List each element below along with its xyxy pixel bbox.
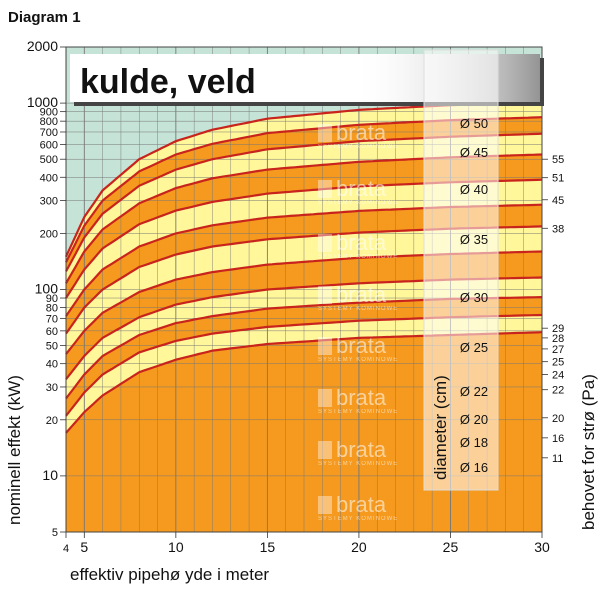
y2-tick-16: 16 xyxy=(552,433,564,445)
y-tick-90: 90 xyxy=(46,293,58,305)
legend-item-2: Ø 20 xyxy=(460,412,488,427)
watermark-sub-6: SYSTEMY KOMINOWE xyxy=(318,409,398,415)
legend-item-7: Ø 40 xyxy=(460,182,488,197)
watermark-brand-1: brata xyxy=(336,120,387,145)
x-tick-15: 15 xyxy=(260,539,276,555)
x-tick-4: 4 xyxy=(63,543,69,555)
band-11 xyxy=(66,102,542,263)
y-tick-600: 600 xyxy=(40,139,58,151)
watermark-sub-7: SYSTEMY KOMINOWE xyxy=(318,461,398,467)
band-4 xyxy=(66,251,542,380)
y-tick-60: 60 xyxy=(46,326,58,338)
y-tick-100: 100 xyxy=(35,281,59,297)
y-tick-20: 20 xyxy=(46,415,58,427)
watermark-mark-8 xyxy=(318,496,332,514)
diameter-legend: diameter (cm) Ø 16 Ø 18 Ø 20 Ø 22 Ø 25 Ø 30 Ø … xyxy=(423,49,499,491)
watermark-mark-3 xyxy=(318,234,332,252)
x-tick-20: 20 xyxy=(351,539,367,555)
y2-tick-45: 45 xyxy=(552,195,564,207)
y2-tick-24: 24 xyxy=(552,369,564,381)
y-tick-10: 10 xyxy=(42,467,58,483)
band-5 xyxy=(66,226,542,355)
y2-tick-27: 27 xyxy=(552,344,564,356)
legend-item-5: Ø 30 xyxy=(460,290,488,305)
y-tick-200: 200 xyxy=(40,228,58,240)
y-tick-300: 300 xyxy=(40,196,58,208)
legend-item-6: Ø 35 xyxy=(460,232,488,247)
y-tick-70: 70 xyxy=(46,313,58,325)
chart-title: kulde, veld xyxy=(80,63,256,101)
band-8 xyxy=(66,154,542,298)
watermark-brand-7: brata xyxy=(336,437,387,462)
legend-item-9: Ø 50 xyxy=(460,116,488,131)
y-tick-40: 40 xyxy=(46,359,58,371)
watermark-mark-6 xyxy=(318,389,332,407)
y2-tick-20: 20 xyxy=(552,413,564,425)
y2-axis-title: behovet for strø (Pa) xyxy=(579,374,598,530)
y2-tick-55: 55 xyxy=(552,154,564,166)
watermark-mark-4 xyxy=(318,286,332,304)
watermark-sub-8: SYSTEMY KOMINOWE xyxy=(318,516,398,522)
x-tick-25: 25 xyxy=(443,539,459,555)
y-tick-700: 700 xyxy=(40,127,58,139)
y-tick-80: 80 xyxy=(46,303,58,315)
y2-tick-38: 38 xyxy=(552,223,564,235)
watermark-mark-5 xyxy=(318,337,332,355)
x-axis-title: effektiv pipehø yde i meter xyxy=(70,565,269,584)
watermark-brand-8: brata xyxy=(336,492,387,517)
watermark-sub-1: SYSTEMY KOMINOWE xyxy=(318,144,398,150)
legend-item-3: Ø 22 xyxy=(460,384,488,399)
watermark-brand-3: brata xyxy=(336,230,387,255)
y2-tick-51: 51 xyxy=(552,173,564,185)
band-7 xyxy=(66,179,542,317)
band-1 xyxy=(66,315,542,433)
y-axis-title: nominell effekt (kW) xyxy=(5,375,24,525)
y2-tick-25: 25 xyxy=(552,357,564,369)
y-tick-50: 50 xyxy=(46,341,58,353)
y-tick-5: 5 xyxy=(52,527,58,539)
legend-title: diameter (cm) xyxy=(431,375,450,480)
y-tick-900: 900 xyxy=(40,107,58,119)
y2-tick-11: 11 xyxy=(552,453,563,465)
x-tick-30: 30 xyxy=(534,539,550,555)
band-10 xyxy=(66,117,542,272)
band-9 xyxy=(66,133,542,284)
x-tick-5: 5 xyxy=(80,539,88,555)
x-tick-10: 10 xyxy=(168,539,184,555)
y-tick-400: 400 xyxy=(40,172,58,184)
watermark-mark-7 xyxy=(318,441,332,459)
watermark-brand-5: brata xyxy=(336,333,387,358)
page-heading: Diagram 1 xyxy=(8,9,81,26)
watermark-sub-4: SYSTEMY KOMINOWE xyxy=(318,306,398,312)
y2-tick-22: 22 xyxy=(552,385,564,397)
watermark-mark-1 xyxy=(318,124,332,142)
legend-item-1: Ø 18 xyxy=(460,435,488,450)
legend-item-8: Ø 45 xyxy=(460,145,488,160)
watermark-sub-2: SYSTEMY KOMINOWE xyxy=(318,200,398,206)
watermark-sub-3: SYSTEMY KOMINOWE xyxy=(318,254,398,260)
y-tick-500: 500 xyxy=(40,154,58,166)
legend-item-0: Ø 16 xyxy=(460,460,488,475)
watermark-brand-6: brata xyxy=(336,385,387,410)
y-tick-2000: 2000 xyxy=(27,38,58,54)
band-6 xyxy=(66,204,542,334)
y-tick-30: 30 xyxy=(46,382,58,394)
watermark-brand-2: brata xyxy=(336,176,387,201)
watermark-sub-5: SYSTEMY KOMINOWE xyxy=(318,357,398,363)
y2-tick-29: 29 xyxy=(552,323,564,335)
y-tick-1000: 1000 xyxy=(27,94,58,110)
y-tick-800: 800 xyxy=(40,116,58,128)
legend-item-4: Ø 25 xyxy=(460,340,488,355)
y2-tick-28: 28 xyxy=(552,333,564,345)
band-2 xyxy=(66,297,542,416)
watermark-brand-4: brata xyxy=(336,282,387,307)
watermark-mark-2 xyxy=(318,180,332,198)
